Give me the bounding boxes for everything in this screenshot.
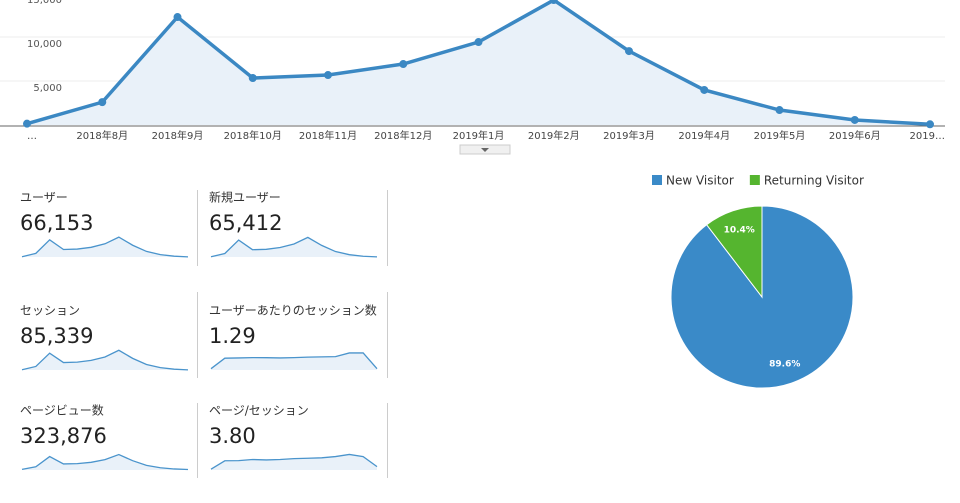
x-tick-label: … xyxy=(27,131,37,142)
y-tick-label: 10,000 xyxy=(27,39,62,50)
metric-value: 66,153 xyxy=(20,211,93,235)
x-tick-label: 2019年1月 xyxy=(453,129,505,142)
sparkline-area xyxy=(22,454,188,470)
area xyxy=(27,0,930,125)
point xyxy=(775,106,784,115)
sparkline xyxy=(210,453,378,470)
legend-swatch xyxy=(749,175,760,185)
x-tick-label: 2019… xyxy=(910,131,945,142)
pie-slice xyxy=(705,205,763,299)
point xyxy=(549,0,558,5)
metric-label: セッション xyxy=(20,304,80,318)
x-tick-label: 2018年11月 xyxy=(299,129,357,142)
metric-label: 新規ユーザー xyxy=(209,190,281,205)
sparkline-area xyxy=(22,237,188,257)
point xyxy=(625,47,633,56)
metric-value: 85,339 xyxy=(20,324,93,348)
caret-icon xyxy=(481,148,489,152)
sparkline xyxy=(21,349,189,371)
sparkline xyxy=(210,352,378,370)
legend-swatch xyxy=(652,175,662,185)
point xyxy=(850,115,859,124)
metric-label: ユーザー xyxy=(20,191,68,205)
metric-value: 3.80 xyxy=(209,424,256,448)
metric-value: 65,412 xyxy=(209,211,282,235)
point xyxy=(926,120,934,129)
x-tick-label: 2019年2月 xyxy=(528,129,580,142)
metric-label: ページ/セッション xyxy=(209,404,309,418)
sparkline-area xyxy=(211,454,377,470)
sparkline-area xyxy=(211,352,377,370)
sparkline xyxy=(21,236,189,258)
point xyxy=(700,85,709,94)
y-tick-label: 15,000 xyxy=(27,0,62,6)
point xyxy=(324,71,332,80)
x-tick-label: 2018年12月 xyxy=(374,129,432,142)
x-tick-label: 2019年3月 xyxy=(603,129,655,142)
slice-label: 89.6% xyxy=(769,360,800,370)
x-tick-label: 2019年6月 xyxy=(829,129,881,142)
y-tick-label: 5,000 xyxy=(33,83,62,94)
point xyxy=(98,98,107,107)
slice-label: 10.4% xyxy=(724,225,755,235)
metric-value: 1.29 xyxy=(209,324,256,348)
metric-label: ユーザーあたりのセッション数 xyxy=(209,303,377,318)
metric-value: 323,876 xyxy=(20,424,107,448)
metric-label: ページビュー数 xyxy=(20,403,104,418)
point xyxy=(474,38,483,47)
point xyxy=(399,60,408,69)
sparkline xyxy=(21,453,189,471)
sparkline-area xyxy=(211,237,377,257)
point xyxy=(23,119,31,128)
x-tick-label: 2018年8月 xyxy=(76,129,128,142)
point xyxy=(248,74,257,83)
sparkline-area xyxy=(22,350,188,370)
legend-label: New Visitor xyxy=(666,174,734,188)
x-tick-label: 2019年5月 xyxy=(754,129,806,142)
x-tick-label: 2018年9月 xyxy=(152,129,204,142)
x-tick-label: 2019年4月 xyxy=(678,129,730,142)
point xyxy=(173,13,182,22)
sparkline xyxy=(210,236,378,258)
legend-label: Returning Visitor xyxy=(764,174,864,188)
x-tick-label: 2018年10月 xyxy=(224,129,282,142)
